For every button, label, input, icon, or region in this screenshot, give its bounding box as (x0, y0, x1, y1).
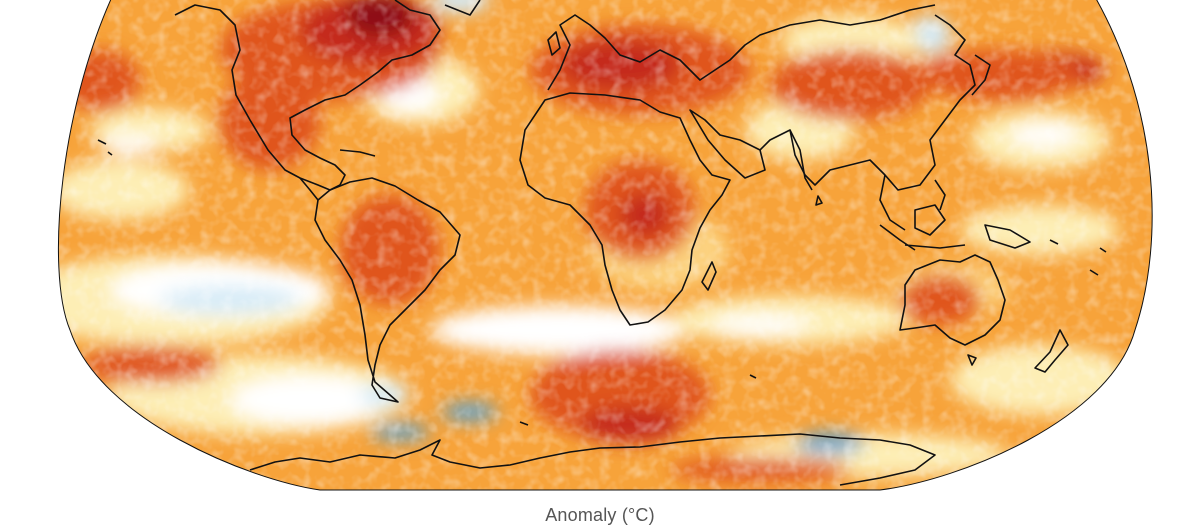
coastline-philippines (934, 179, 946, 211)
coastline-india (789, 129, 813, 191)
coastline-southeast-asia (879, 174, 906, 231)
coastline-caribbean (339, 149, 376, 157)
coastline-arabia (689, 109, 766, 179)
coastline-japan (971, 54, 991, 96)
coastline-borneo (914, 204, 946, 236)
coastline-asia (759, 14, 976, 191)
coastline-europe (547, 4, 936, 91)
coastline-antarctica (249, 433, 936, 486)
coastline-sri-lanka (815, 195, 823, 206)
coastline-central-america (299, 177, 319, 201)
coastline-new-zealand (1034, 329, 1069, 373)
coastline-new-guinea (984, 224, 1031, 249)
colorbar-label: Anomaly (°C) (545, 505, 655, 525)
coastline-africa (519, 92, 731, 326)
coastline-kerguelen (749, 374, 757, 379)
coastline-pacific-islands (1049, 239, 1107, 276)
coastline-north-america (174, 0, 441, 191)
coastline-south-georgia (519, 421, 529, 426)
coastline-greenland (444, 0, 481, 16)
coastline-south-america (314, 177, 461, 403)
coastlines (97, 0, 1107, 486)
coastline-sumatra (879, 224, 916, 251)
coastline-tasmania (967, 354, 977, 366)
coastline-hawaii (97, 139, 113, 156)
coastline-madagascar (701, 261, 717, 291)
coastline-australia (899, 254, 1006, 346)
coastline-indonesia (904, 244, 966, 249)
map-projection-outline (57, 0, 1153, 491)
coastline-britain (547, 31, 561, 56)
